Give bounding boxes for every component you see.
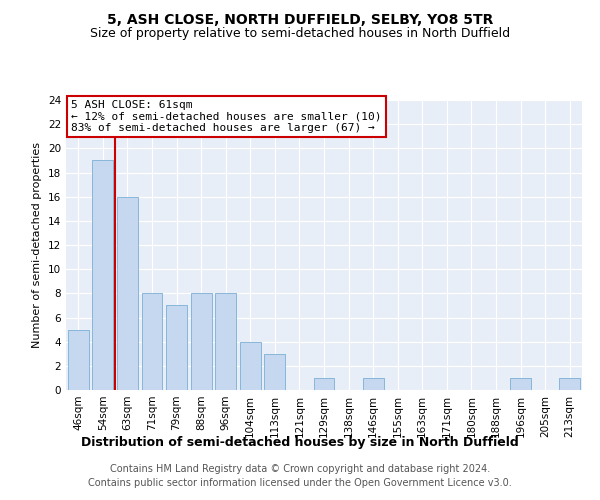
Text: 5, ASH CLOSE, NORTH DUFFIELD, SELBY, YO8 5TR: 5, ASH CLOSE, NORTH DUFFIELD, SELBY, YO8… [107, 12, 493, 26]
Bar [314, 378, 334, 390]
Bar [68, 330, 89, 390]
Bar [362, 378, 383, 390]
Text: 5 ASH CLOSE: 61sqm
← 12% of semi-detached houses are smaller (10)
83% of semi-de: 5 ASH CLOSE: 61sqm ← 12% of semi-detache… [71, 100, 382, 133]
Bar [142, 294, 163, 390]
Bar [265, 354, 286, 390]
Text: Contains HM Land Registry data © Crown copyright and database right 2024.
Contai: Contains HM Land Registry data © Crown c… [88, 464, 512, 487]
Bar [240, 342, 261, 390]
Text: Distribution of semi-detached houses by size in North Duffield: Distribution of semi-detached houses by … [81, 436, 519, 449]
Bar [510, 378, 531, 390]
Bar [117, 196, 138, 390]
Y-axis label: Number of semi-detached properties: Number of semi-detached properties [32, 142, 43, 348]
Bar [166, 306, 187, 390]
Bar [191, 294, 212, 390]
Bar [559, 378, 580, 390]
Bar [92, 160, 113, 390]
Text: Size of property relative to semi-detached houses in North Duffield: Size of property relative to semi-detach… [90, 28, 510, 40]
Bar [215, 294, 236, 390]
